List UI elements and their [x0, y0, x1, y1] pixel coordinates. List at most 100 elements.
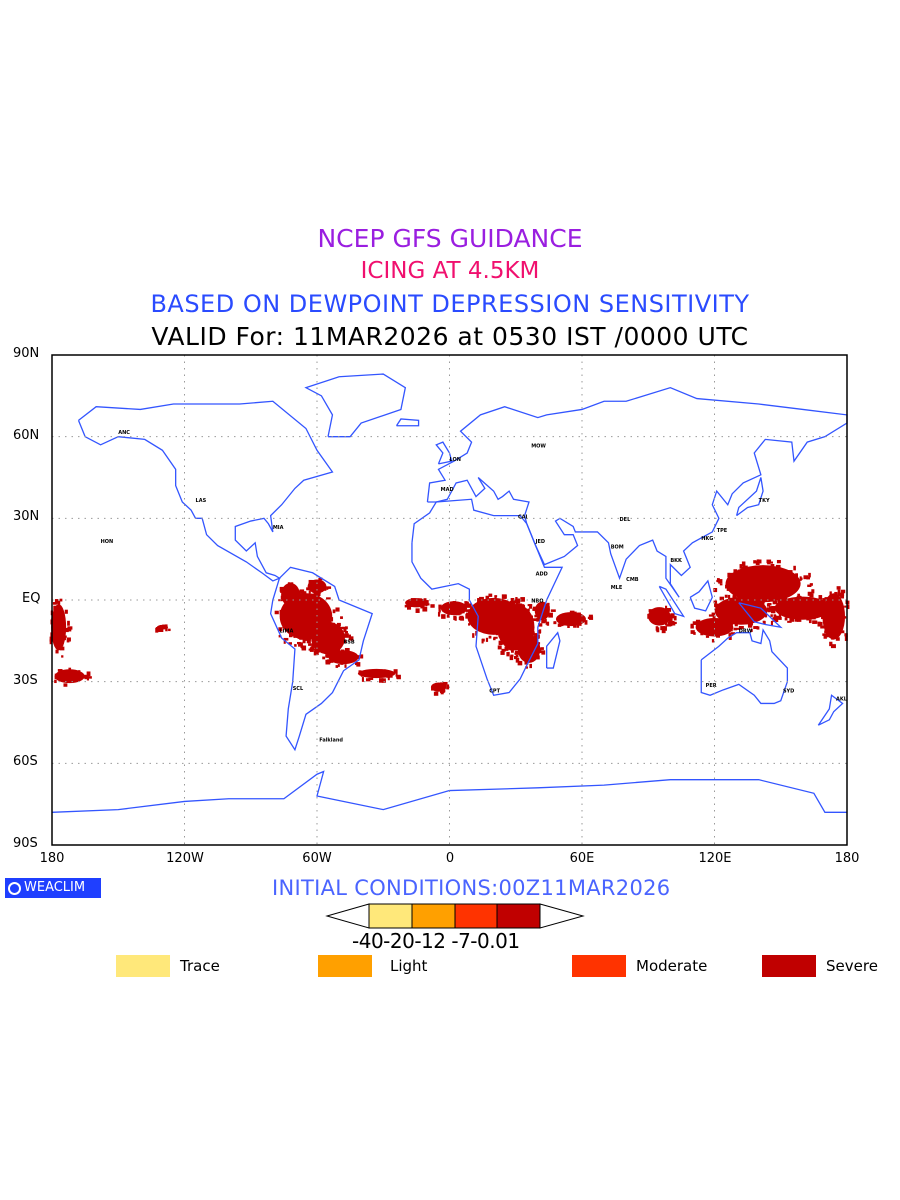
severe-icing-cell — [293, 608, 298, 611]
severe-icing-cell — [304, 638, 309, 641]
severe-icing-cell — [311, 630, 317, 636]
severe-icing-cell — [745, 601, 750, 605]
severe-icing-cell — [834, 591, 838, 596]
severe-icing-cell — [709, 620, 714, 623]
severe-icing-cell — [311, 617, 316, 622]
severe-icing-cell — [383, 672, 386, 677]
severe-icing-cell — [440, 691, 444, 695]
severe-icing-cell — [338, 631, 343, 636]
severe-icing-cell — [62, 672, 65, 675]
severe-icing-cell — [450, 608, 454, 612]
severe-icing-cell — [331, 633, 335, 638]
severe-icing-cell — [477, 623, 483, 629]
station-label: CAI — [518, 514, 528, 520]
severe-icing-cell — [454, 616, 457, 621]
severe-icing-cell — [527, 608, 530, 612]
coastline-australia — [700, 628, 789, 705]
severe-icing-cell — [407, 605, 412, 610]
severe-icing-cell — [525, 656, 528, 659]
severe-icing-cell — [811, 614, 816, 620]
severe-icing-cell — [541, 650, 546, 655]
severe-icing-cell — [672, 622, 676, 626]
severe-icing-cell — [846, 604, 850, 610]
severe-icing-cell — [748, 608, 754, 612]
severe-icing-cell — [325, 606, 329, 610]
severe-icing-cell — [829, 628, 833, 634]
severe-icing-cell — [513, 656, 518, 660]
severe-icing-cell — [728, 635, 732, 641]
severe-icing-cell — [739, 564, 743, 569]
severe-icing-cell — [417, 598, 422, 603]
severe-icing-cell — [358, 670, 362, 674]
severe-icing-cell — [533, 635, 539, 640]
severe-icing-cell — [322, 656, 326, 660]
severe-icing-cell — [282, 620, 288, 625]
severe-icing-cell — [713, 622, 719, 628]
legend-label-severe: Severe — [826, 957, 878, 975]
severe-icing-cell — [773, 617, 779, 623]
severe-icing-cell — [844, 605, 847, 608]
severe-icing-cell — [738, 604, 742, 608]
severe-icing-cell — [584, 620, 588, 625]
severe-icing-cell — [725, 623, 730, 627]
severe-icing-cell — [480, 612, 486, 618]
severe-icing-cell — [716, 579, 720, 583]
severe-icing-cell — [452, 601, 456, 606]
severe-icing-cell — [795, 573, 799, 578]
severe-icing-cell — [837, 589, 841, 594]
severe-icing-cell — [748, 612, 753, 615]
severe-icing-cell — [520, 597, 525, 602]
station-label: HON — [101, 539, 114, 545]
severe-icing-cell — [340, 616, 343, 619]
severe-icing-cell — [792, 601, 797, 606]
severe-icing-cell — [396, 674, 401, 680]
severe-icing-cell — [303, 628, 306, 634]
severe-icing-cell — [288, 607, 291, 610]
severe-icing-cell — [648, 609, 653, 613]
severe-icing-cell — [809, 609, 813, 614]
severe-icing-cell — [65, 676, 68, 680]
severe-icing-cell — [782, 570, 785, 573]
severe-icing-cell — [333, 639, 337, 642]
station-label: ANC — [118, 430, 130, 436]
severe-icing-cell — [567, 623, 570, 629]
icing-layer — [49, 559, 850, 696]
severe-icing-cell — [354, 661, 358, 666]
severe-icing-cell — [488, 635, 492, 639]
severe-icing-cell — [718, 580, 721, 584]
severe-icing-cell — [534, 614, 537, 618]
severe-icing-cell — [301, 591, 307, 595]
severe-icing-cell — [509, 656, 514, 661]
severe-icing-cell — [316, 611, 319, 614]
severe-icing-cell — [502, 600, 506, 604]
severe-icing-cell — [329, 640, 335, 645]
severe-icing-cell — [536, 617, 539, 622]
severe-icing-cell — [723, 622, 727, 627]
x-tick-label: 180 — [39, 851, 65, 866]
severe-icing-cell — [279, 586, 285, 592]
severe-icing-cell — [389, 675, 393, 678]
severe-icing-cell — [330, 656, 335, 661]
severe-icing-cell — [765, 597, 770, 601]
severe-icing-cell — [577, 623, 580, 628]
severe-icing-cell — [504, 613, 510, 618]
severe-icing-cell — [740, 577, 745, 582]
severe-icing-cell — [65, 627, 69, 633]
severe-icing-cell — [354, 653, 357, 657]
severe-icing-cell — [311, 621, 316, 625]
severe-icing-cell — [293, 592, 298, 597]
severe-icing-cell — [507, 606, 513, 612]
severe-icing-cell — [829, 591, 832, 596]
severe-icing-cell — [569, 610, 575, 614]
severe-icing-cell — [508, 645, 513, 650]
severe-icing-cell — [793, 565, 796, 571]
severe-icing-cell — [763, 579, 768, 583]
severe-icing-cell — [808, 619, 812, 624]
severe-icing-cell — [514, 635, 518, 641]
severe-icing-cell — [525, 633, 531, 637]
station-label: MAD — [441, 487, 454, 493]
severe-icing-cell — [795, 612, 799, 618]
severe-icing-cell — [510, 648, 514, 653]
coastline-greenland — [304, 373, 407, 438]
severe-icing-cell — [777, 566, 780, 570]
